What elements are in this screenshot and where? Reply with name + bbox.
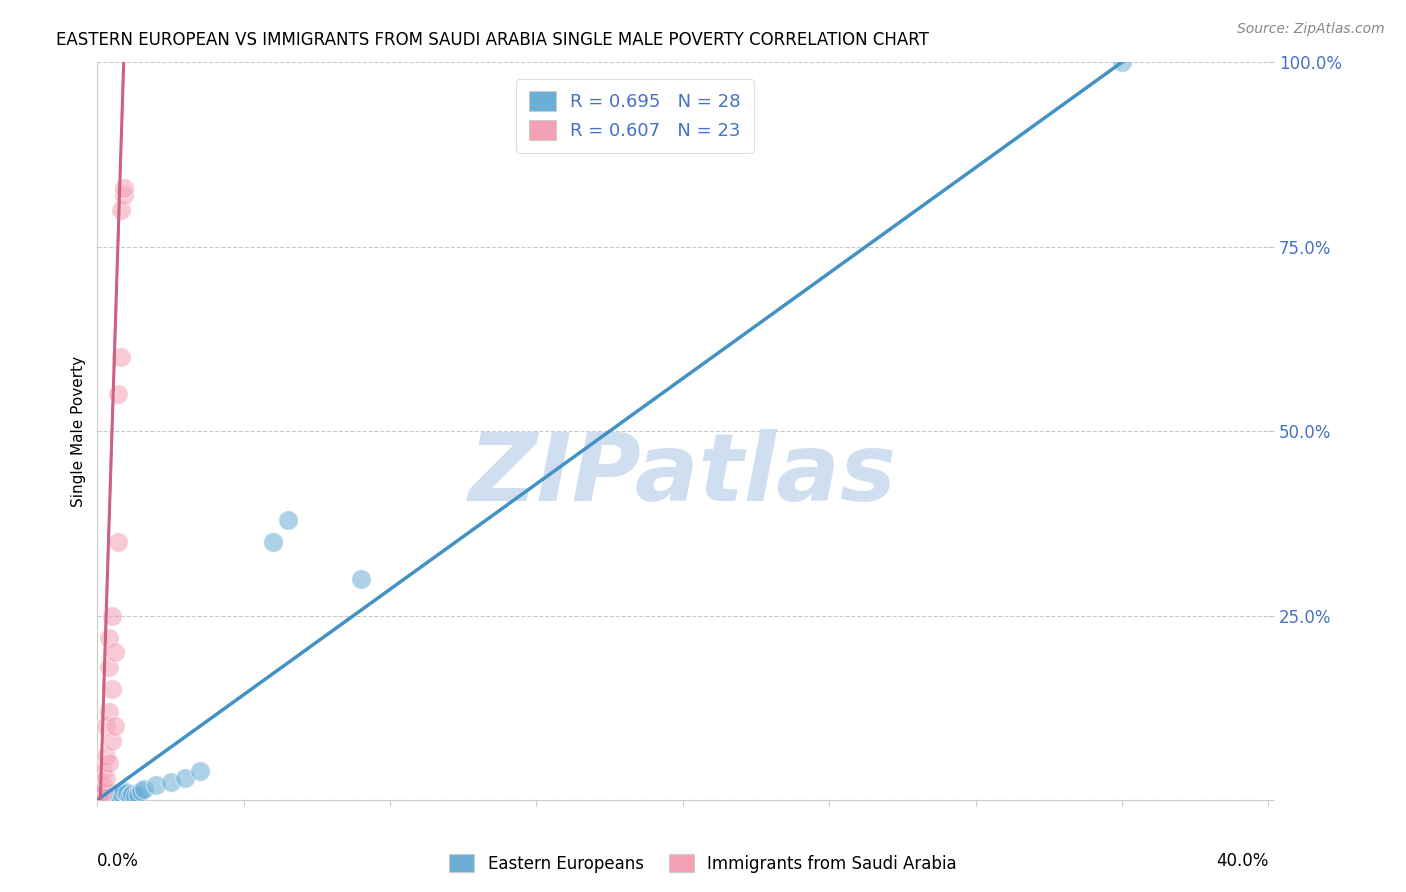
Point: [98, 705, 121, 719]
Point: [94, 789, 117, 803]
Point: [104, 789, 127, 803]
Point: [121, 787, 143, 801]
Point: [98, 789, 121, 804]
Point: [107, 787, 129, 801]
Point: [129, 784, 152, 798]
Text: ZIPatlas: ZIPatlas: [468, 429, 897, 522]
Point: [101, 787, 124, 801]
Point: [115, 786, 138, 800]
Text: 0.0%: 0.0%: [97, 852, 139, 870]
Point: [94, 748, 117, 763]
Point: [127, 788, 149, 802]
Point: [277, 513, 299, 527]
Point: [1111, 55, 1133, 70]
Point: [91, 790, 114, 805]
Point: [89, 789, 111, 804]
Point: [91, 778, 114, 792]
Point: [262, 534, 284, 549]
Point: [118, 789, 141, 804]
Point: [107, 534, 129, 549]
Point: [174, 771, 197, 785]
Point: [110, 786, 132, 800]
Point: [94, 719, 117, 733]
Point: [98, 631, 121, 645]
Point: [104, 719, 127, 733]
Point: [188, 764, 211, 778]
Text: Source: ZipAtlas.com: Source: ZipAtlas.com: [1237, 22, 1385, 37]
Point: [159, 774, 181, 789]
Point: [107, 387, 129, 401]
Text: 40.0%: 40.0%: [1216, 852, 1268, 870]
Legend: Eastern Europeans, Immigrants from Saudi Arabia: Eastern Europeans, Immigrants from Saudi…: [443, 847, 963, 880]
Point: [110, 351, 132, 365]
Point: [101, 788, 124, 802]
Point: [91, 764, 114, 778]
Point: [350, 572, 373, 586]
Point: [89, 786, 111, 800]
Point: [94, 790, 117, 805]
Y-axis label: Single Male Poverty: Single Male Poverty: [72, 356, 86, 507]
Point: [112, 180, 135, 194]
Point: [101, 608, 124, 623]
Point: [134, 782, 156, 797]
Point: [110, 202, 132, 217]
Point: [98, 660, 121, 674]
Point: [145, 778, 167, 792]
Point: [94, 771, 117, 785]
Point: [98, 756, 121, 771]
Point: [101, 734, 124, 748]
Point: [91, 789, 114, 804]
Legend: R = 0.695   N = 28, R = 0.607   N = 23: R = 0.695 N = 28, R = 0.607 N = 23: [516, 78, 754, 153]
Point: [104, 645, 127, 659]
Point: [89, 791, 111, 805]
Text: EASTERN EUROPEAN VS IMMIGRANTS FROM SAUDI ARABIA SINGLE MALE POVERTY CORRELATION: EASTERN EUROPEAN VS IMMIGRANTS FROM SAUD…: [56, 31, 929, 49]
Point: [112, 188, 135, 202]
Point: [101, 682, 124, 697]
Point: [104, 786, 127, 800]
Point: [91, 786, 114, 800]
Point: [112, 784, 135, 798]
Point: [124, 789, 146, 803]
